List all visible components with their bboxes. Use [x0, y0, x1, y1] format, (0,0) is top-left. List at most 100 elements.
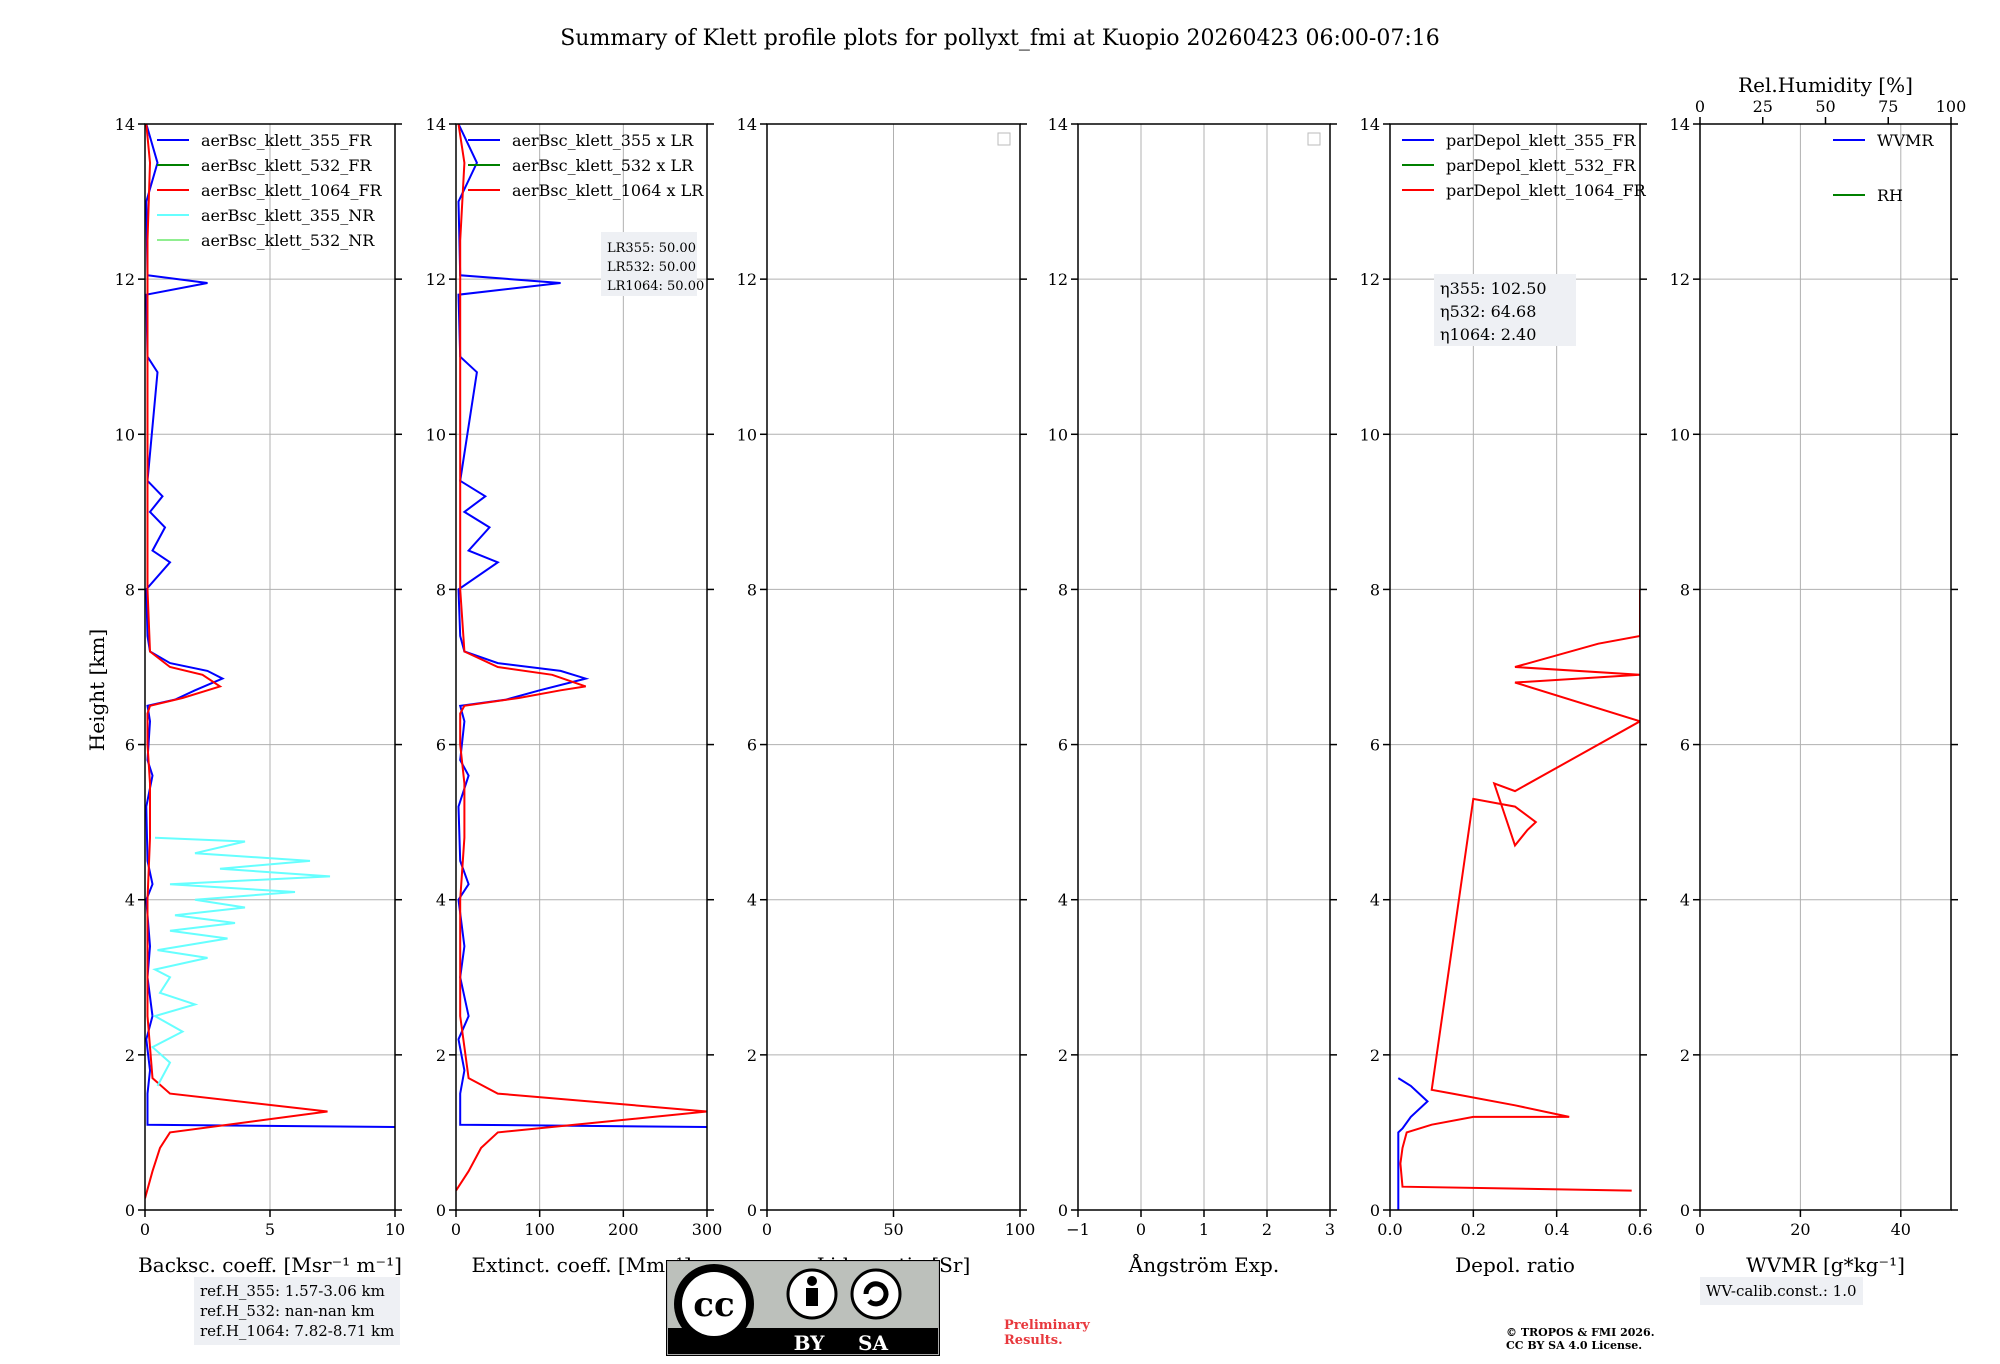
ytick-label-ext: 12: [426, 270, 446, 289]
ytick-label-ext: 2: [436, 1046, 446, 1065]
xtick-label-ang: 3: [1325, 1220, 1335, 1239]
ytick-label-ext: 6: [436, 736, 446, 755]
copyright-notice: © TROPOS & FMI 2026. CC BY SA 4.0 Licens…: [1506, 1326, 1655, 1352]
legend-entry-wvmr: WVMR: [1877, 131, 1934, 150]
x-axis-label-ang: Ångström Exp.: [1128, 1252, 1279, 1277]
cc-inner-circle: [682, 1272, 746, 1336]
eta-text: η355: 102.50: [1440, 279, 1547, 298]
ytick-label-ang: 6: [1058, 736, 1068, 755]
ytick-label-bsc: 6: [125, 736, 135, 755]
ytick-label-depol: 12: [1360, 270, 1380, 289]
by-icon-body: [806, 1288, 818, 1306]
panels: 0 2 4 6 8 10 12 14 0 5 10 Backsc. coeff. [Msr⁻¹ m⁻¹…: [115, 73, 1967, 1277]
series-group-ext: [456, 124, 707, 1192]
series-aerBsc_klett_1064 x LR: [456, 124, 707, 1192]
ytick-label-lr: 6: [747, 736, 757, 755]
ytick-label-ang: 0: [1058, 1201, 1068, 1220]
copyright-line1: © TROPOS & FMI 2026.: [1506, 1326, 1655, 1339]
ytick-label-depol: 2: [1370, 1046, 1380, 1065]
legend-entry-ext: aerBsc_klett_532 x LR: [512, 156, 694, 175]
x-axis-label-bsc: Backsc. coeff. [Msr⁻¹ m⁻¹]: [138, 1253, 402, 1277]
legend-entry-bsc: aerBsc_klett_1064_FR: [201, 181, 383, 200]
top-xtick-label-wvmr: 50: [1815, 97, 1835, 116]
ytick-label-depol: 6: [1370, 736, 1380, 755]
series-aerBsc_klett_1064_FR: [145, 124, 328, 1199]
eta-text: η1064: 2.40: [1440, 325, 1536, 344]
ytick-label-lr: 14: [737, 115, 757, 134]
top-xtick-label-wvmr: 25: [1753, 97, 1773, 116]
xtick-label-ang: 2: [1262, 1220, 1272, 1239]
x-axis-label-ext: Extinct. coeff. [Mm⁻¹]: [471, 1253, 691, 1277]
ytick-label-ang: 8: [1058, 580, 1068, 599]
legend-entry-bsc: aerBsc_klett_355_FR: [201, 131, 372, 150]
ytick-label-lr: 12: [737, 270, 757, 289]
y-axis-label: Height [km]: [85, 629, 109, 751]
legend-entry-bsc: aerBsc_klett_532_FR: [201, 156, 372, 175]
legend-entry-ext: aerBsc_klett_355 x LR: [512, 131, 694, 150]
ytick-label-lr: 10: [737, 425, 757, 444]
xtick-label-wvmr: 0: [1695, 1220, 1705, 1239]
ytick-label-bsc: 8: [125, 580, 135, 599]
wv-calib-box: WV-calib.const.: 1.0: [1700, 1277, 1863, 1305]
ytick-label-ang: 10: [1048, 425, 1068, 444]
preliminary-line1: Preliminary: [1004, 1318, 1090, 1333]
panel-bsc: 0 2 4 6 8 10 12 14 0 5 10 Backsc. coeff. [Msr⁻¹ m⁻¹…: [115, 115, 406, 1277]
legend-entry-depol: parDepol_klett_532_FR: [1446, 156, 1637, 175]
panel-lr: 02468101214050100Lidar ratio [Sr]: [737, 115, 1036, 1277]
ytick-label-wvmr: 4: [1680, 891, 1690, 910]
sa-label: SA: [858, 1331, 888, 1355]
by-label: BY: [794, 1331, 826, 1355]
top-xtick-label-wvmr: 0: [1695, 97, 1705, 116]
xtick-label-ext: 100: [524, 1220, 555, 1239]
ytick-label-ext: 10: [426, 425, 446, 444]
top-axis-label-wvmr: Rel.Humidity [%]: [1738, 73, 1913, 97]
frame-ext: [455, 123, 708, 1211]
ytick-label-wvmr: 10: [1670, 425, 1690, 444]
ytick-label-depol: 4: [1370, 891, 1380, 910]
ytick-label-wvmr: 14: [1670, 115, 1690, 134]
series-parDepol_klett_355_FR: [1397, 1077, 1429, 1210]
legend-entry-bsc: aerBsc_klett_532_NR: [201, 231, 375, 250]
ytick-label-wvmr: 12: [1670, 270, 1690, 289]
ytick-label-wvmr: 0: [1680, 1201, 1690, 1220]
empty-legend-marker: [1307, 132, 1321, 146]
legend-entry-bsc: aerBsc_klett_355_NR: [201, 206, 375, 225]
xtick-label-bsc: 10: [385, 1220, 405, 1239]
top-xtick-label-wvmr: 75: [1878, 97, 1898, 116]
empty-legend-marker: [997, 132, 1011, 146]
eta-text: η532: 64.68: [1440, 302, 1536, 321]
lidar-ratio-text: LR1064: 50.00: [607, 279, 704, 294]
legend-entry-ext: aerBsc_klett_1064 x LR: [512, 181, 704, 200]
xtick-label-ext: 200: [608, 1220, 639, 1239]
cc-by-sa-license-badge: cc BY SA: [666, 1260, 940, 1356]
ytick-label-lr: 4: [747, 891, 757, 910]
ref-height-1064: ref.H_1064: 7.82-8.71 km: [200, 1322, 395, 1340]
figure-title: Summary of Klett profile plots for polly…: [560, 26, 1440, 51]
series-aerBsc_klett_355_NR: [150, 836, 331, 1087]
ytick-label-ang: 4: [1058, 891, 1068, 910]
ref-height-532: ref.H_532: nan-nan km: [200, 1302, 375, 1320]
ytick-label-ext: 4: [436, 891, 446, 910]
ref-height-355: ref.H_355: 1.57-3.06 km: [200, 1282, 385, 1300]
series-aerBsc_klett_355_FR: [145, 124, 395, 1128]
lidar-ratio-box: [601, 232, 697, 296]
ytick-label-lr: 2: [747, 1046, 757, 1065]
xtick-label-ang: −1: [1066, 1220, 1090, 1239]
ytick-label-depol: 10: [1360, 425, 1380, 444]
ytick-label-wvmr: 2: [1680, 1046, 1690, 1065]
wv-calib-text: WV-calib.const.: 1.0: [1706, 1282, 1857, 1300]
x-axis-label-wvmr: WVMR [g*kg⁻¹]: [1746, 1253, 1905, 1277]
sa-icon: [850, 1268, 902, 1320]
ytick-label-bsc: 12: [115, 270, 135, 289]
sa-icon-arrow: [863, 1281, 889, 1307]
by-icon-head: [807, 1276, 817, 1286]
frame-ang: [1077, 123, 1331, 1211]
xtick-label-bsc: 5: [265, 1220, 275, 1239]
lidar-ratio-text: LR532: 50.00: [607, 260, 696, 275]
xtick-label-lr: 0: [762, 1220, 772, 1239]
ytick-label-ang: 12: [1048, 270, 1068, 289]
ytick-label-wvmr: 6: [1680, 736, 1690, 755]
ytick-label-bsc: 0: [125, 1201, 135, 1220]
ytick-label-depol: 8: [1370, 580, 1380, 599]
x-axis-label-depol: Depol. ratio: [1455, 1253, 1575, 1277]
